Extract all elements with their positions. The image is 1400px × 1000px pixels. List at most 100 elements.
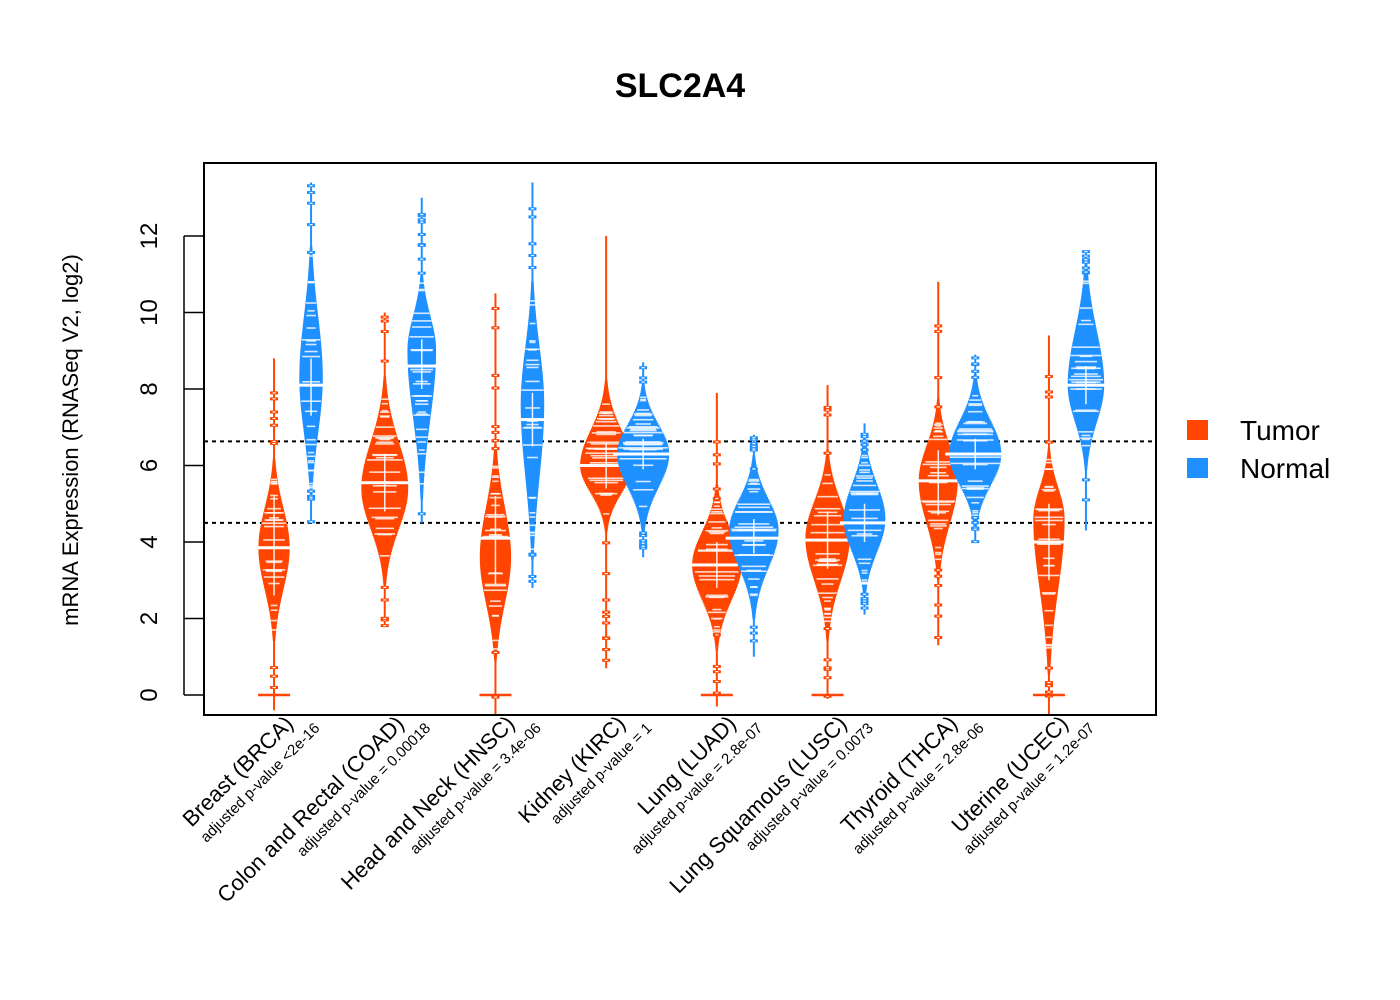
violin-slice [305,298,317,302]
violin-slice [369,443,400,447]
data-point [1081,434,1091,437]
outlier-point-center [1084,251,1088,253]
outlier-point-center [826,414,830,416]
violin-slice [383,578,387,582]
data-point [418,482,425,485]
violin-slice [819,483,836,487]
violin-slice [640,521,646,525]
data-point [822,596,833,599]
violin-slice [410,392,434,396]
violin-slice [1072,411,1100,416]
violin-slice [268,488,280,492]
data-point [1045,644,1052,647]
violin-slice [1042,611,1056,615]
data-point [484,583,507,586]
violin-slice [629,420,658,424]
y-tick-label: 8 [136,382,163,395]
outlier-point-center [863,597,867,600]
violin-slice [926,444,950,448]
violin-slice [305,303,317,307]
violin-slice [1045,636,1053,640]
violin-slice [1043,620,1055,624]
violin-slice [1083,274,1089,278]
violin-slice [705,606,729,610]
violin-slice [528,313,536,317]
data-point [972,514,979,516]
violin-slice [741,572,766,576]
violin-slice [302,323,320,328]
violin-slice [849,544,880,548]
violin-slice [309,252,313,256]
violin-slice [1039,584,1059,588]
violin-slice [415,305,429,309]
data-point [628,425,658,428]
violin-slice [373,535,397,539]
violin-slice [527,329,538,333]
violin-slice [308,273,314,277]
violin-slice [524,471,540,475]
outlier-point-center [641,532,645,534]
violin-slice [847,496,882,500]
violin-slice [525,478,540,482]
violin-slice [935,563,941,567]
outlier-point-center [420,513,424,515]
outlier-point-center [530,266,534,269]
data-point [861,569,868,572]
outlier-point-center [863,440,867,442]
violin-slice [529,528,536,533]
violin-slice [529,517,536,521]
outlier-point-center [604,648,608,651]
violin-slice [417,450,427,454]
violin-slice [592,494,620,498]
violin-slice [382,388,388,392]
violin-slice [419,475,425,479]
violin-slice [715,642,719,647]
data-point [850,493,879,496]
violin-slice [641,388,646,392]
data-point [308,469,315,472]
outlier-point-center [1084,261,1088,263]
violin-slice [307,275,315,279]
violin-slice [1041,597,1057,601]
data-point [1079,355,1093,358]
violin-slice [492,469,499,473]
outlier-point-center [1084,499,1088,501]
violin-slice [383,381,387,385]
violin-slice [848,493,881,497]
violin-slice [602,517,610,521]
violin-slice [1070,352,1102,356]
violin-slice [373,431,397,435]
violin-slice [589,489,623,494]
violin-slice [952,434,998,439]
data-point [972,394,979,397]
violin-slice [1040,483,1058,487]
violin-slice [1080,299,1092,303]
violin-slice [823,470,832,474]
data-point [415,436,428,438]
violin-slice [702,599,732,603]
violin-slice [271,470,277,474]
legend-swatch-tumor [1187,420,1208,440]
violin-slice [935,561,942,565]
violin-slice [952,469,998,473]
violin-slice [969,395,981,400]
data-point [596,433,617,436]
outlier-point-center [309,521,313,523]
violin-slice [811,571,844,575]
data-point [822,482,833,485]
outlier-point-center [1047,391,1051,393]
violin-slice [930,535,947,540]
violin-slice [304,431,319,435]
data-point [308,485,315,487]
violin-slice [825,630,830,634]
data-point [1074,360,1098,363]
data-point [381,398,389,400]
violin-slice [268,490,280,494]
violin-slice [420,275,424,279]
violin-slice [925,519,951,523]
outlier-point-center [641,540,645,542]
data-point [708,521,726,523]
violin-slice [493,457,498,461]
outlier-point-center [715,692,719,694]
outlier-point-center [752,640,756,642]
